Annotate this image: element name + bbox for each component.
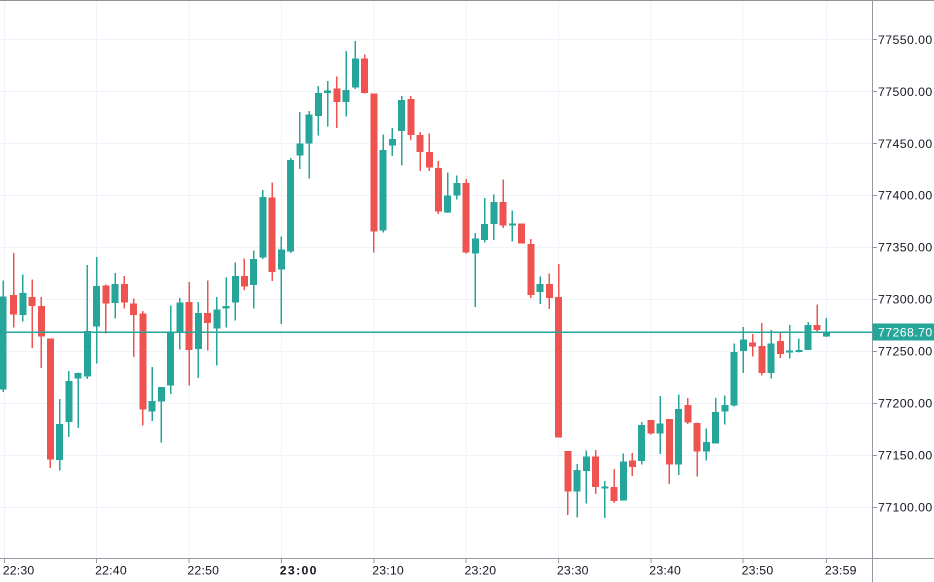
svg-text:22:40: 22:40 [95, 564, 127, 578]
svg-text:23:10: 23:10 [372, 564, 404, 578]
svg-text:23:20: 23:20 [465, 564, 497, 578]
svg-text:22:50: 22:50 [187, 564, 219, 578]
svg-text:77300.00: 77300.00 [878, 293, 933, 307]
svg-text:23:30: 23:30 [557, 564, 589, 578]
svg-text:23:00: 23:00 [280, 564, 318, 578]
svg-text:77200.00: 77200.00 [878, 397, 933, 411]
svg-text:22:30: 22:30 [3, 564, 35, 578]
svg-text:77350.00: 77350.00 [878, 241, 933, 255]
svg-text:77250.00: 77250.00 [878, 345, 933, 359]
svg-text:23:40: 23:40 [649, 564, 681, 578]
svg-text:77150.00: 77150.00 [878, 449, 933, 463]
svg-text:77100.00: 77100.00 [878, 501, 933, 515]
svg-text:77268.70: 77268.70 [878, 325, 933, 339]
svg-text:23:50: 23:50 [742, 564, 774, 578]
svg-text:77400.00: 77400.00 [878, 189, 933, 203]
svg-text:23:59: 23:59 [825, 564, 857, 578]
svg-text:77550.00: 77550.00 [878, 33, 933, 47]
svg-text:77500.00: 77500.00 [878, 85, 933, 99]
svg-text:77450.00: 77450.00 [878, 137, 933, 151]
